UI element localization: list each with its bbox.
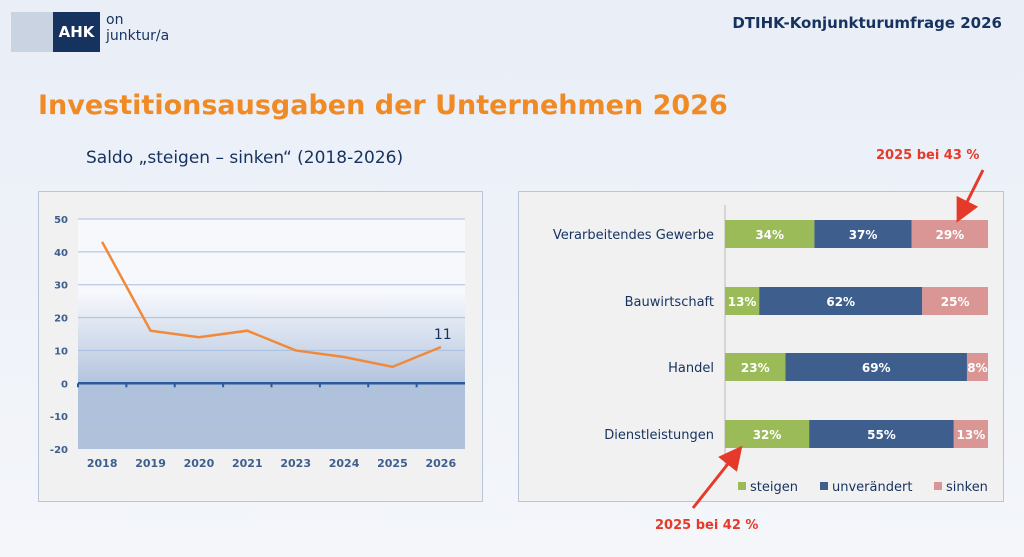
logo-brand: AHK [53, 12, 100, 52]
ahk-logo: AHK on junktur/a [11, 12, 191, 54]
arrow-top [956, 169, 985, 223]
category-label: Handel [668, 361, 714, 376]
bar-segment-steigen [725, 220, 815, 248]
data-point [391, 366, 393, 368]
bar-value-label: 29% [935, 228, 964, 242]
bar-value-label: 55% [867, 428, 896, 442]
y-tick-label: -10 [50, 412, 68, 423]
category-label: Bauwirtschaft [625, 295, 714, 310]
category-label: Verarbeitendes Gewerbe [553, 228, 714, 243]
legend-label: unverändert [832, 480, 912, 495]
x-tick-label: 2025 [377, 457, 408, 470]
bar-value-label: 62% [826, 295, 855, 309]
x-tick-label: 2024 [329, 457, 360, 470]
data-point [101, 241, 103, 243]
logo-text: on junktur/a [106, 12, 170, 44]
arrow-bottom [691, 445, 743, 509]
bar-value-label: 32% [753, 428, 782, 442]
page-title: Investitionsausgaben der Unternehmen 202… [38, 90, 728, 121]
category-label: Dienstleistungen [604, 428, 714, 443]
series-line [101, 241, 442, 369]
bar-segment-steigen [725, 287, 760, 315]
legend-label: steigen [750, 480, 798, 495]
y-tick-label: 20 [54, 314, 68, 325]
x-tick-label: 2019 [135, 457, 166, 470]
legend-swatch [934, 482, 942, 490]
header-title: DTIHK-Konjunkturumfrage 2026 [732, 14, 1002, 32]
bar-value-label: 13% [957, 428, 986, 442]
bar-value-label: 23% [741, 361, 770, 375]
data-point [343, 356, 345, 358]
bar-segment-sinken [953, 420, 988, 448]
bar-value-label: 8% [967, 361, 987, 375]
city-skyline-logo-icon [11, 12, 53, 52]
bar-segment-sinken [966, 353, 988, 381]
data-point [150, 330, 152, 332]
bar-segment-sinken [922, 287, 988, 315]
bar-value-label: 13% [728, 295, 757, 309]
data-point [246, 330, 248, 332]
bar-value-label: 69% [862, 361, 891, 375]
legend-label: sinken [946, 480, 988, 495]
bar-value-label: 37% [849, 228, 878, 242]
y-tick-label: 30 [54, 281, 68, 292]
x-tick-label: 2026 [426, 457, 457, 470]
bar-segment-unverändert [809, 420, 954, 448]
y-tick-label: 40 [54, 248, 68, 259]
x-tick-label: 2021 [232, 457, 263, 470]
data-label: 11 [434, 327, 452, 343]
bar-segment-steigen [725, 353, 786, 381]
y-tick-label: 10 [54, 346, 68, 357]
data-point [295, 349, 297, 351]
annotation-bottom: 2025 bei 42 % [655, 518, 759, 533]
y-tick-label: -20 [50, 445, 68, 456]
legend-swatch [738, 482, 746, 490]
line-chart-title: Saldo „steigen – sinken“ (2018-2026) [86, 148, 404, 168]
legend-swatch [820, 482, 828, 490]
bar-segment-sinken [911, 220, 988, 248]
x-tick-label: 2018 [87, 457, 118, 470]
data-point [440, 346, 442, 348]
bar-value-label: 34% [755, 228, 784, 242]
x-tick-label: 2023 [280, 457, 311, 470]
bar-segment-steigen [725, 420, 810, 448]
bar-segment-unverändert [785, 353, 967, 381]
y-tick-label: 50 [54, 215, 68, 226]
annotation-top: 2025 bei 43 % [876, 148, 980, 163]
bar-value-label: 25% [941, 295, 970, 309]
data-point [198, 336, 200, 338]
x-tick-label: 2020 [184, 457, 215, 470]
plot-area-positive [78, 219, 465, 384]
bar-segment-unverändert [759, 287, 923, 315]
y-tick-label: 0 [61, 379, 68, 390]
bar-segment-unverändert [814, 220, 912, 248]
